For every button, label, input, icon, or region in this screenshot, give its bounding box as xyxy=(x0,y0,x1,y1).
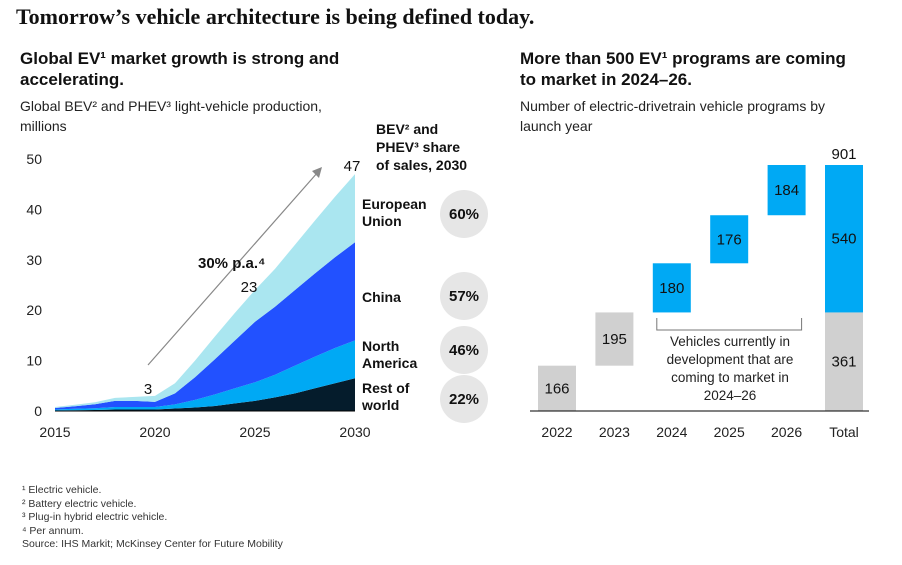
share-circle-eu: 60% xyxy=(440,190,488,238)
y-tick-label: 30 xyxy=(26,252,42,268)
waterfall-value-label: 195 xyxy=(602,331,627,348)
x-tick-label: Total xyxy=(829,424,859,440)
left-subtitle-line: Global EV¹ market growth is strong and xyxy=(20,49,340,68)
total-annotation: 23 xyxy=(241,279,258,296)
left-desc-line: millions xyxy=(20,118,67,134)
ev-programs-waterfall-chart: 2022 166 2023 195 2024 180 2025 176 2026 184 Total… xyxy=(530,146,869,440)
waterfall-bar-total-new xyxy=(825,165,863,313)
x-tick-label: 2022 xyxy=(541,424,572,440)
page-title: Tomorrow’s vehicle architecture is being… xyxy=(16,4,535,29)
x-tick-label: 2023 xyxy=(599,424,630,440)
area-series-north-america xyxy=(55,340,355,411)
footnote: ¹ Electric vehicle. xyxy=(22,484,102,496)
right-subtitle-line: More than 500 EV¹ programs are coming xyxy=(520,49,846,68)
waterfall-bar-2026 xyxy=(767,165,806,216)
region-label-line: Rest of xyxy=(362,380,410,396)
right-desc-line: Number of electric-drivetrain vehicle pr… xyxy=(520,98,825,114)
left-chart-subtitle: Global EV¹ market growth is strong and a… xyxy=(20,48,339,90)
left-subtitle-line: accelerating. xyxy=(20,70,124,89)
growth-arrowhead xyxy=(312,167,322,178)
x-tick-label: 2024 xyxy=(656,424,687,440)
region-label-line: world xyxy=(362,397,400,413)
waterfall-value-label: 180 xyxy=(659,280,684,297)
region-label-rest-of-world: Rest of world xyxy=(362,380,409,414)
total-annotation: 3 xyxy=(144,381,152,398)
area-series-china xyxy=(55,242,355,410)
share-header: BEV² and PHEV³ share of sales, 2030 xyxy=(376,120,467,174)
share-header-line: PHEV³ share xyxy=(376,139,461,155)
waterfall-value-label: 166 xyxy=(544,380,569,397)
footnote: ⁴ Per annum. xyxy=(22,524,84,537)
waterfall-value-label: 540 xyxy=(831,231,856,248)
waterfall-bar-total-existing xyxy=(825,312,863,411)
footnote: ² Battery electric vehicle. xyxy=(22,497,137,510)
area-series-rest-of-world xyxy=(55,378,355,411)
source-note: Source: IHS Markit; McKinsey Center for … xyxy=(22,538,283,550)
right-chart-description: Number of electric-drivetrain vehicle pr… xyxy=(520,96,825,136)
x-tick-label: 2025 xyxy=(239,424,270,440)
waterfall-bar-2024 xyxy=(652,263,691,313)
x-tick-label: 2026 xyxy=(771,424,802,440)
region-label-line: America xyxy=(362,355,418,371)
right-subtitle-line: to market in 2024–26. xyxy=(520,70,692,89)
bracket-2024-2026 xyxy=(656,318,803,331)
x-tick-label: 2020 xyxy=(139,424,170,440)
y-tick-label: 20 xyxy=(26,302,42,318)
bracket-note-line: development that are xyxy=(666,352,794,367)
region-label-eu: European Union xyxy=(362,196,427,230)
footnote: ³ Plug-in hybrid electric vehicle. xyxy=(22,511,168,523)
share-header-line: BEV² and xyxy=(376,121,439,137)
right-desc-line: launch year xyxy=(520,118,593,134)
region-label-north-america: North America xyxy=(362,338,417,372)
y-tick-label: 50 xyxy=(26,151,42,167)
bracket-note: Vehicles currently in development that a… xyxy=(650,333,810,405)
region-label-line: Union xyxy=(362,213,402,229)
waterfall-value-label: 361 xyxy=(831,354,856,371)
share-header-line: of sales, 2030 xyxy=(376,157,468,173)
y-tick-label: 40 xyxy=(26,201,42,217)
total-annotation: 47 xyxy=(344,158,361,175)
x-tick-label: 2025 xyxy=(714,424,745,440)
waterfall-value-label: 184 xyxy=(774,182,799,199)
share-circle-north-america: 46% xyxy=(440,326,488,374)
region-label-china: China xyxy=(362,289,401,306)
waterfall-bar-2025 xyxy=(710,215,749,264)
share-circle-china: 57% xyxy=(440,272,488,320)
right-chart-subtitle: More than 500 EV¹ programs are coming to… xyxy=(520,48,846,90)
bracket-note-line: coming to market in xyxy=(671,370,789,385)
bracket-note-line: 2024–26 xyxy=(703,388,757,403)
waterfall-total-label: 901 xyxy=(831,146,856,163)
waterfall-bar-2023 xyxy=(595,312,634,366)
y-tick-label: 10 xyxy=(26,353,42,369)
waterfall-value-label: 176 xyxy=(717,231,742,248)
left-chart-description: Global BEV² and PHEV³ light-vehicle prod… xyxy=(20,96,322,136)
y-tick-label: 0 xyxy=(34,403,42,419)
region-label-line: North xyxy=(362,338,400,354)
growth-rate-label: 30% p.a.⁴ xyxy=(198,255,265,272)
footnotes: ¹ Electric vehicle. ² Battery electric v… xyxy=(22,484,283,552)
growth-arrow xyxy=(147,171,319,366)
region-label-line: European xyxy=(362,196,427,212)
x-tick-label: 2030 xyxy=(339,424,370,440)
left-desc-line: Global BEV² and PHEV³ light-vehicle prod… xyxy=(20,98,322,114)
share-circle-rest-of-world: 22% xyxy=(440,375,488,423)
x-tick-label: 2015 xyxy=(39,424,70,440)
region-label-line: China xyxy=(362,289,401,305)
bracket-note-line: Vehicles currently in xyxy=(669,334,791,349)
area-series-european-union xyxy=(55,174,355,408)
waterfall-bar-2022 xyxy=(538,365,576,411)
